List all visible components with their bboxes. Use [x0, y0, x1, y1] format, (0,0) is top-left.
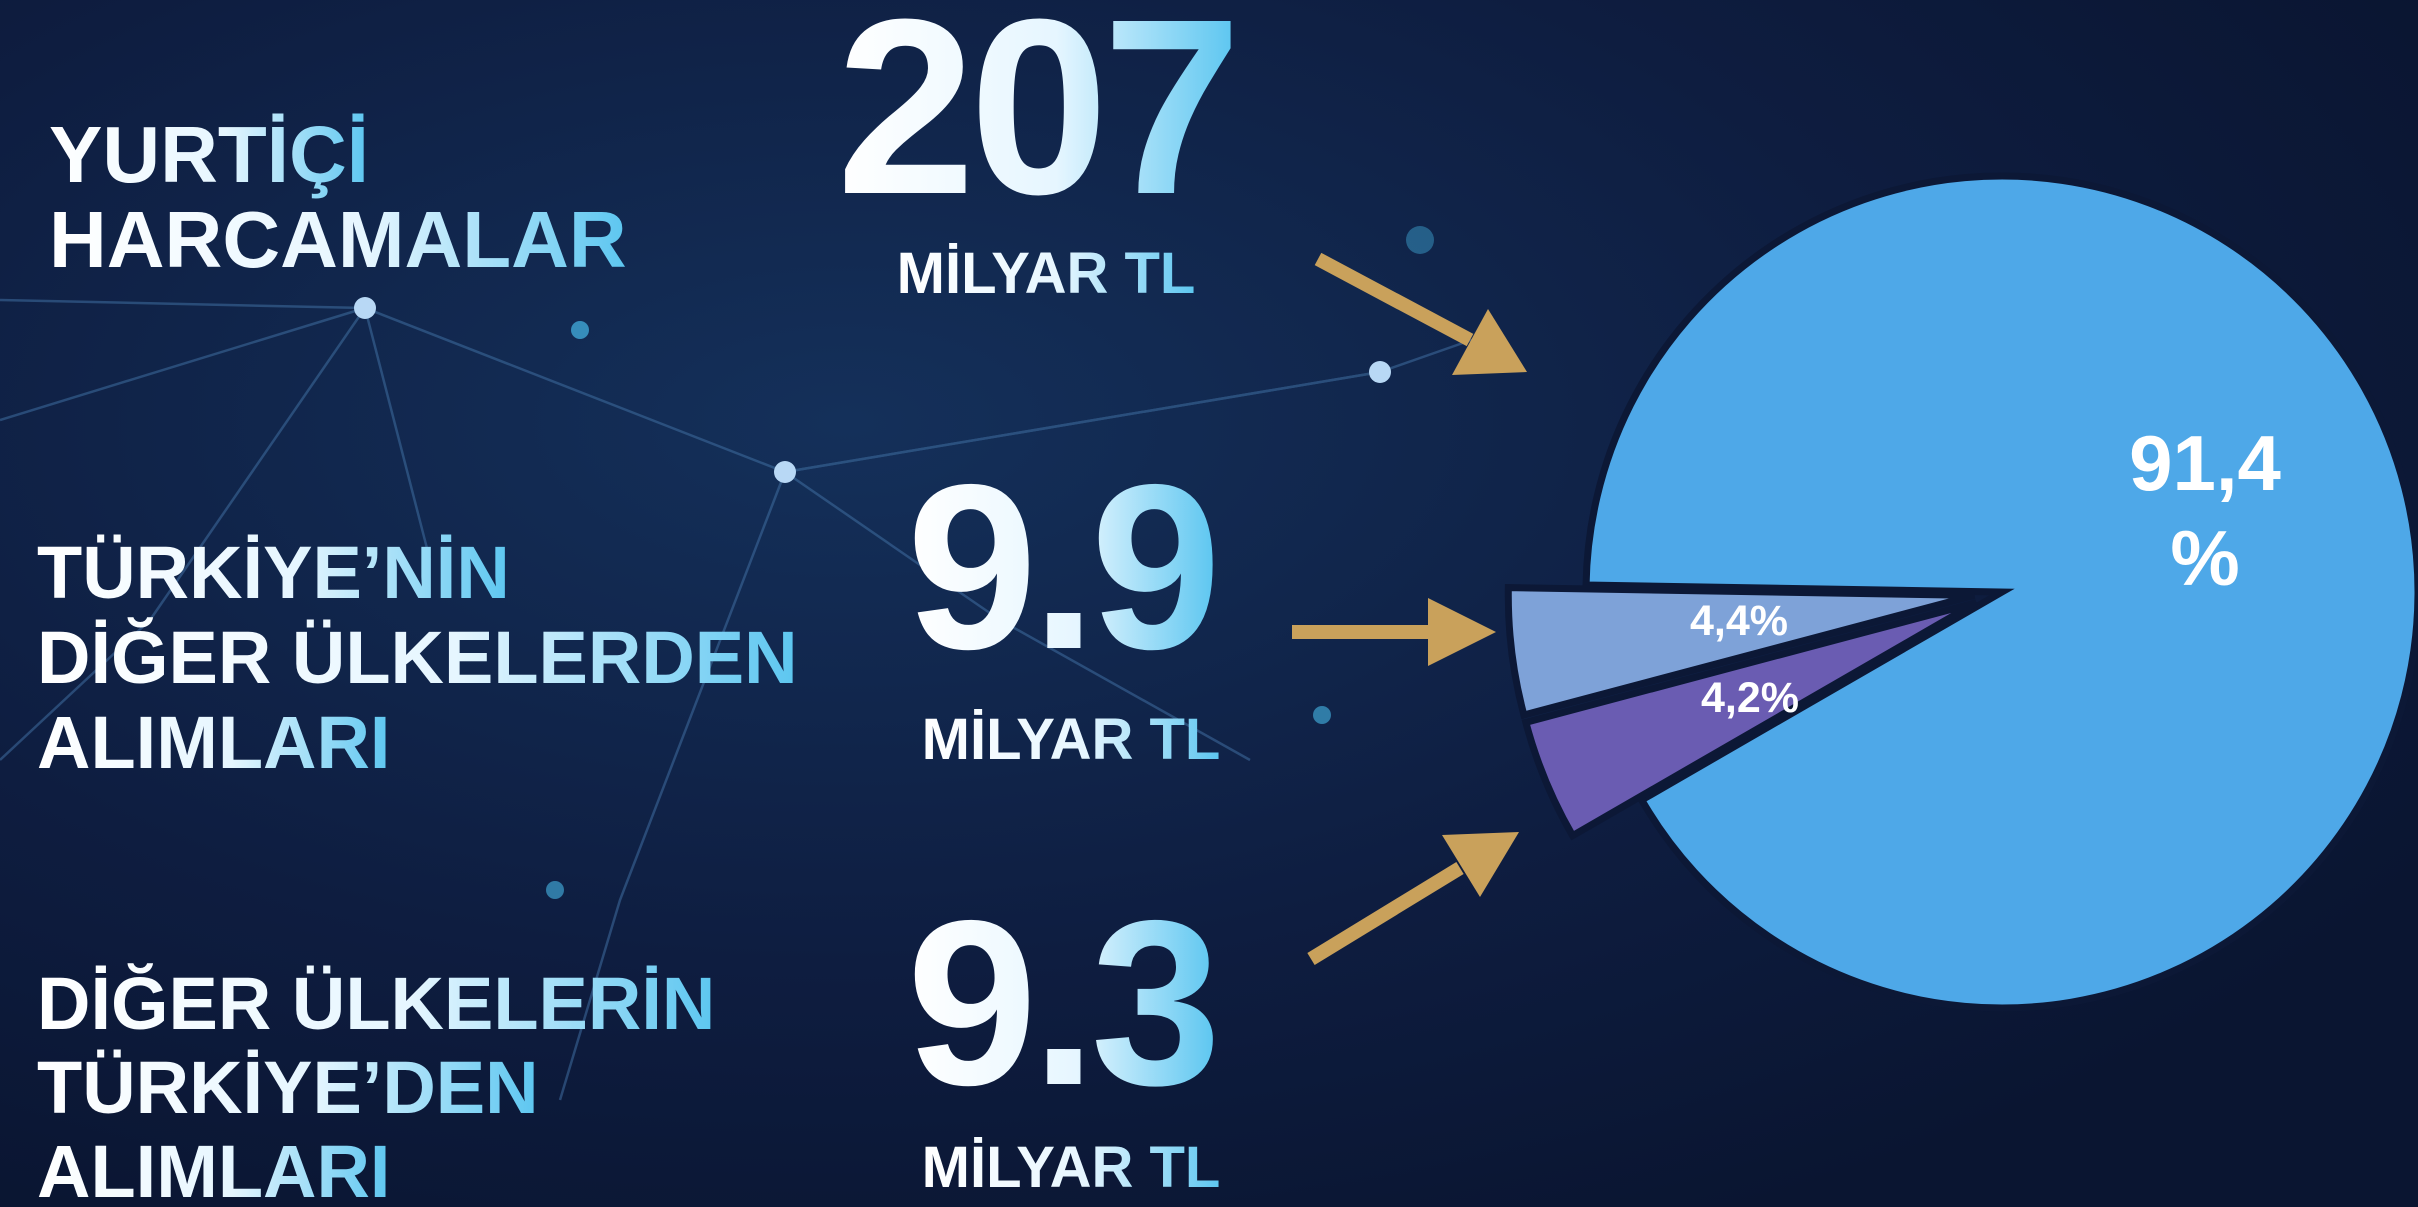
slice-label-part: % — [2170, 514, 2239, 602]
arrows — [1292, 252, 1527, 965]
item-amount: 9.9 — [907, 435, 1216, 698]
pie-slice — [1504, 584, 1976, 720]
item-label-line: TÜRKİYE’DEN — [37, 1046, 539, 1129]
network-nodes — [354, 226, 1434, 899]
slice-label: 4,4% — [1690, 597, 1788, 645]
item-unit: MİLYAR TL — [897, 241, 1196, 306]
slice-label: 91,4% — [2129, 419, 2281, 602]
slice-label: 4,2% — [1701, 674, 1799, 722]
item-amount: 9.3 — [907, 871, 1216, 1134]
item-label-line: DİĞER ÜLKELERİN — [37, 962, 715, 1045]
item-label-line: TÜRKİYE’NİN — [37, 531, 510, 614]
item-unit: MİLYAR TL — [922, 1135, 1221, 1200]
item-label-line: DİĞER ÜLKELERDEN — [37, 616, 798, 699]
pie-slice — [1521, 599, 1978, 841]
pie-chart: 91,4 % 4,4% 4,2% — [1504, 172, 2418, 1012]
item-label-line: HARCAMALAR — [49, 195, 627, 284]
slice-label-part: 91,4 — [2129, 419, 2281, 507]
item-amount: 207 — [836, 0, 1235, 246]
pie-slice — [1582, 172, 2418, 1012]
item-unit: MİLYAR TL — [922, 707, 1221, 772]
item-label-line: ALIMLARI — [37, 701, 391, 784]
item-label-line: ALIMLARI — [37, 1130, 391, 1207]
item-label-line: YURTİÇİ — [49, 110, 369, 199]
